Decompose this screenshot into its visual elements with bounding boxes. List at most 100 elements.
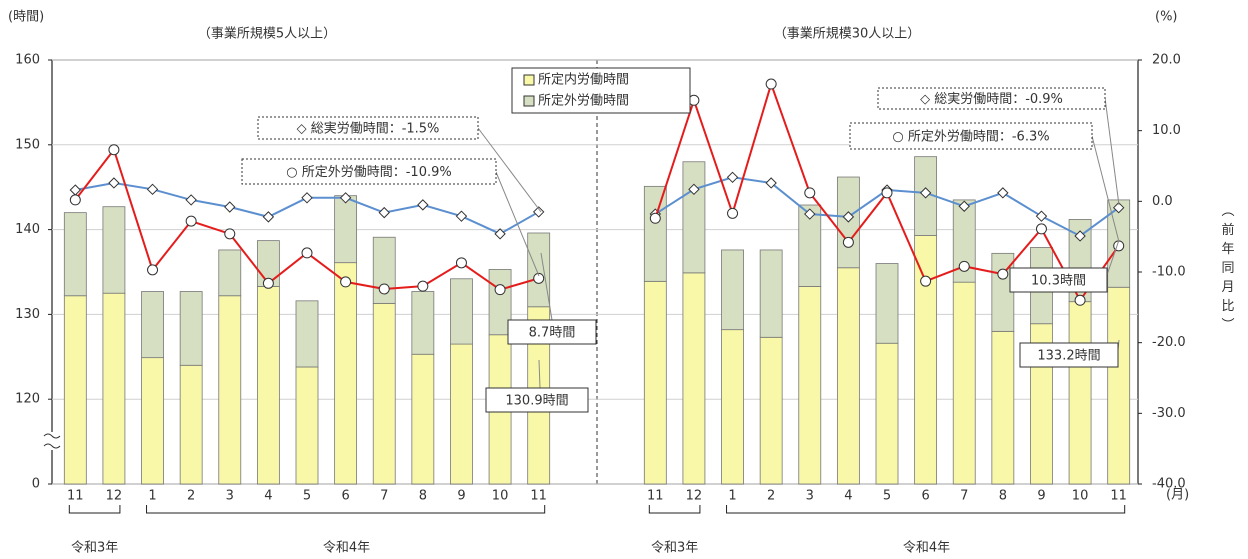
diamond-marker <box>146 183 159 196</box>
y2-tick-label: -10.0 <box>1152 265 1186 280</box>
era-bracket <box>68 505 121 514</box>
callout-leader <box>538 359 541 389</box>
diamond-marker <box>417 199 429 211</box>
callout-text: ◇ 総実労働時間：-1.5% <box>297 121 440 137</box>
panel-title: （事業所規模5人以上） <box>198 26 336 42</box>
x-tick-label: 11 <box>647 489 664 504</box>
legend-swatch <box>523 74 535 86</box>
circle-marker <box>417 280 429 292</box>
circle-marker <box>185 215 197 227</box>
bar-segment <box>411 291 435 355</box>
circle-marker <box>804 187 816 199</box>
bar-segment <box>372 236 396 304</box>
diamond-marker <box>339 192 352 204</box>
circle-marker <box>455 257 467 269</box>
callout-leader <box>495 171 540 277</box>
callout-box <box>1019 342 1119 368</box>
diamond-marker <box>1074 230 1086 242</box>
era-bracket <box>726 505 1126 514</box>
y-tick-label: 120 <box>15 392 40 407</box>
bar-segment <box>334 262 358 485</box>
x-tick-label: 6 <box>921 489 929 504</box>
diamond-marker <box>919 187 932 199</box>
circle-marker <box>997 268 1009 280</box>
diamond-marker <box>69 184 82 196</box>
bar-segment <box>141 291 164 359</box>
bar-segment <box>372 302 396 485</box>
bar-segment <box>721 249 744 331</box>
diamond-marker <box>765 177 777 189</box>
x-tick-label: 11 <box>530 489 547 504</box>
x-tick-label: 1 <box>148 489 156 504</box>
bar-segment <box>643 280 667 485</box>
x-tick-label: 9 <box>457 489 465 504</box>
era-label: 令和4年 <box>903 541 950 556</box>
y2-tick-label: -40.0 <box>1152 477 1186 492</box>
bar-segment <box>798 286 822 485</box>
diamond-marker <box>185 194 197 206</box>
callout-leader <box>477 127 542 213</box>
x-tick-label: 11 <box>67 489 84 504</box>
bar-segment <box>682 161 706 274</box>
circle-marker <box>378 283 390 295</box>
bar-segment <box>643 185 667 282</box>
bar-segment <box>759 249 783 338</box>
era-bracket <box>648 505 701 514</box>
axis-break <box>43 432 61 450</box>
circle-marker <box>69 194 81 206</box>
diamond-marker <box>378 206 390 219</box>
bar-segment <box>1107 286 1131 485</box>
x-axis-label: (月) <box>1166 488 1189 503</box>
diamond-marker <box>804 208 816 220</box>
bar-segment <box>102 206 126 294</box>
y2-tick-label: 20.0 <box>1152 53 1181 68</box>
circle-marker <box>533 272 545 284</box>
diamond-marker <box>1112 201 1125 214</box>
circle-marker <box>301 247 313 259</box>
y2-title: （前年同月比） <box>1219 204 1235 337</box>
circle-marker <box>881 187 893 199</box>
callout-text: 130.9時間 <box>505 394 568 409</box>
diamond-marker <box>688 183 700 196</box>
bar-segment <box>1068 301 1092 485</box>
x-tick-label: 4 <box>844 489 852 504</box>
legend-label: 所定外労働時間 <box>538 94 629 109</box>
circle-marker <box>1074 294 1086 306</box>
bar-segment <box>450 343 473 485</box>
circle-marker <box>262 277 274 289</box>
circle-marker <box>494 284 506 296</box>
x-tick-label: 5 <box>303 489 311 504</box>
diamond-marker <box>301 192 313 204</box>
x-tick-label: 12 <box>106 489 123 504</box>
callout-leader <box>1106 239 1120 276</box>
bar-segment <box>218 249 242 297</box>
circle-marker <box>842 236 854 248</box>
callout-text: 8.7時間 <box>529 326 576 341</box>
line <box>75 181 540 235</box>
y2-tick-label: -20.0 <box>1152 335 1186 350</box>
circle-marker <box>649 212 661 224</box>
bar-segment <box>952 199 976 283</box>
bar-segment <box>334 195 358 264</box>
bar-segment <box>682 272 706 485</box>
y2-tick-label: 0.0 <box>1152 194 1173 209</box>
x-tick-label: 8 <box>999 489 1007 504</box>
era-label: 令和3年 <box>651 541 698 556</box>
x-tick-label: 2 <box>767 489 775 504</box>
bar-segment <box>179 364 203 485</box>
callout-box <box>849 122 1093 150</box>
callout-leader <box>540 252 553 321</box>
bar-segment <box>914 235 938 485</box>
callout-leader <box>1104 97 1120 206</box>
diamond-marker <box>997 187 1009 199</box>
callout-text: ◇ 総実労働時間：-0.9% <box>920 91 1063 107</box>
circle-marker <box>108 144 120 156</box>
callout-box <box>507 319 597 345</box>
x-tick-label: 2 <box>187 489 195 504</box>
era-label: 令和3年 <box>71 541 118 556</box>
callout-text: ○ 所定外労働時間：-10.9% <box>286 165 451 180</box>
callout-box <box>257 116 479 140</box>
bar-segment <box>102 292 126 485</box>
x-tick-label: 4 <box>264 489 272 504</box>
